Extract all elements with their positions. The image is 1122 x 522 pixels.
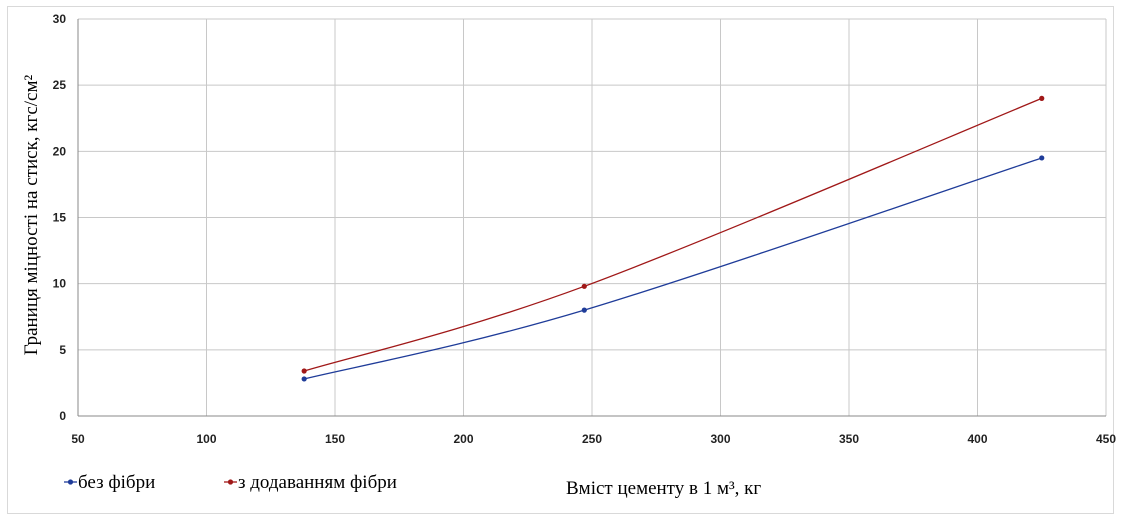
x-tick-label: 350: [839, 432, 859, 446]
y-tick-label: 10: [53, 277, 67, 291]
x-tick-label: 450: [1096, 432, 1116, 446]
y-tick-label: 30: [53, 12, 67, 26]
x-tick-label: 100: [196, 432, 216, 446]
x-tick-label: 50: [71, 432, 85, 446]
legend-swatch-marker: [67, 479, 74, 485]
legend-label: без фібри: [78, 472, 155, 493]
x-tick-label: 250: [582, 432, 602, 446]
axes: [77, 19, 1106, 417]
chart-frame: [7, 6, 1114, 514]
tick-labels: 50 100 150 200 250 300 350 400 450 0 5 10 15 20 25 30: [53, 12, 1117, 446]
data-point: [301, 368, 307, 374]
data-point: [1039, 155, 1045, 161]
y-tick-label: 25: [53, 78, 67, 92]
series-line-0: [304, 157, 1042, 380]
data-point: [581, 283, 587, 289]
x-tick-label: 200: [453, 432, 473, 446]
legend-label: з додаванням фібри: [238, 472, 397, 493]
y-axis-title: Границя міцності на стиск, кгс/см²: [21, 75, 42, 356]
y-tick-label: 5: [59, 343, 66, 357]
grid: [78, 18, 1107, 416]
legend-swatch-marker: [227, 479, 234, 485]
y-tick-label: 0: [59, 409, 66, 423]
x-tick-label: 400: [967, 432, 987, 446]
x-tick-label: 300: [710, 432, 730, 446]
y-tick-label: 15: [53, 211, 67, 225]
data-point: [581, 307, 587, 313]
series-line-1: [303, 97, 1042, 372]
legend: без фібри з додаванням фібри: [64, 472, 397, 493]
x-axis-title: Вміст цементу в 1 м³, кг: [566, 478, 761, 499]
data-point: [301, 376, 307, 382]
x-tick-label: 150: [325, 432, 345, 446]
data-point: [1039, 95, 1045, 101]
series-layer: [301, 95, 1045, 382]
y-tick-label: 20: [53, 144, 67, 158]
